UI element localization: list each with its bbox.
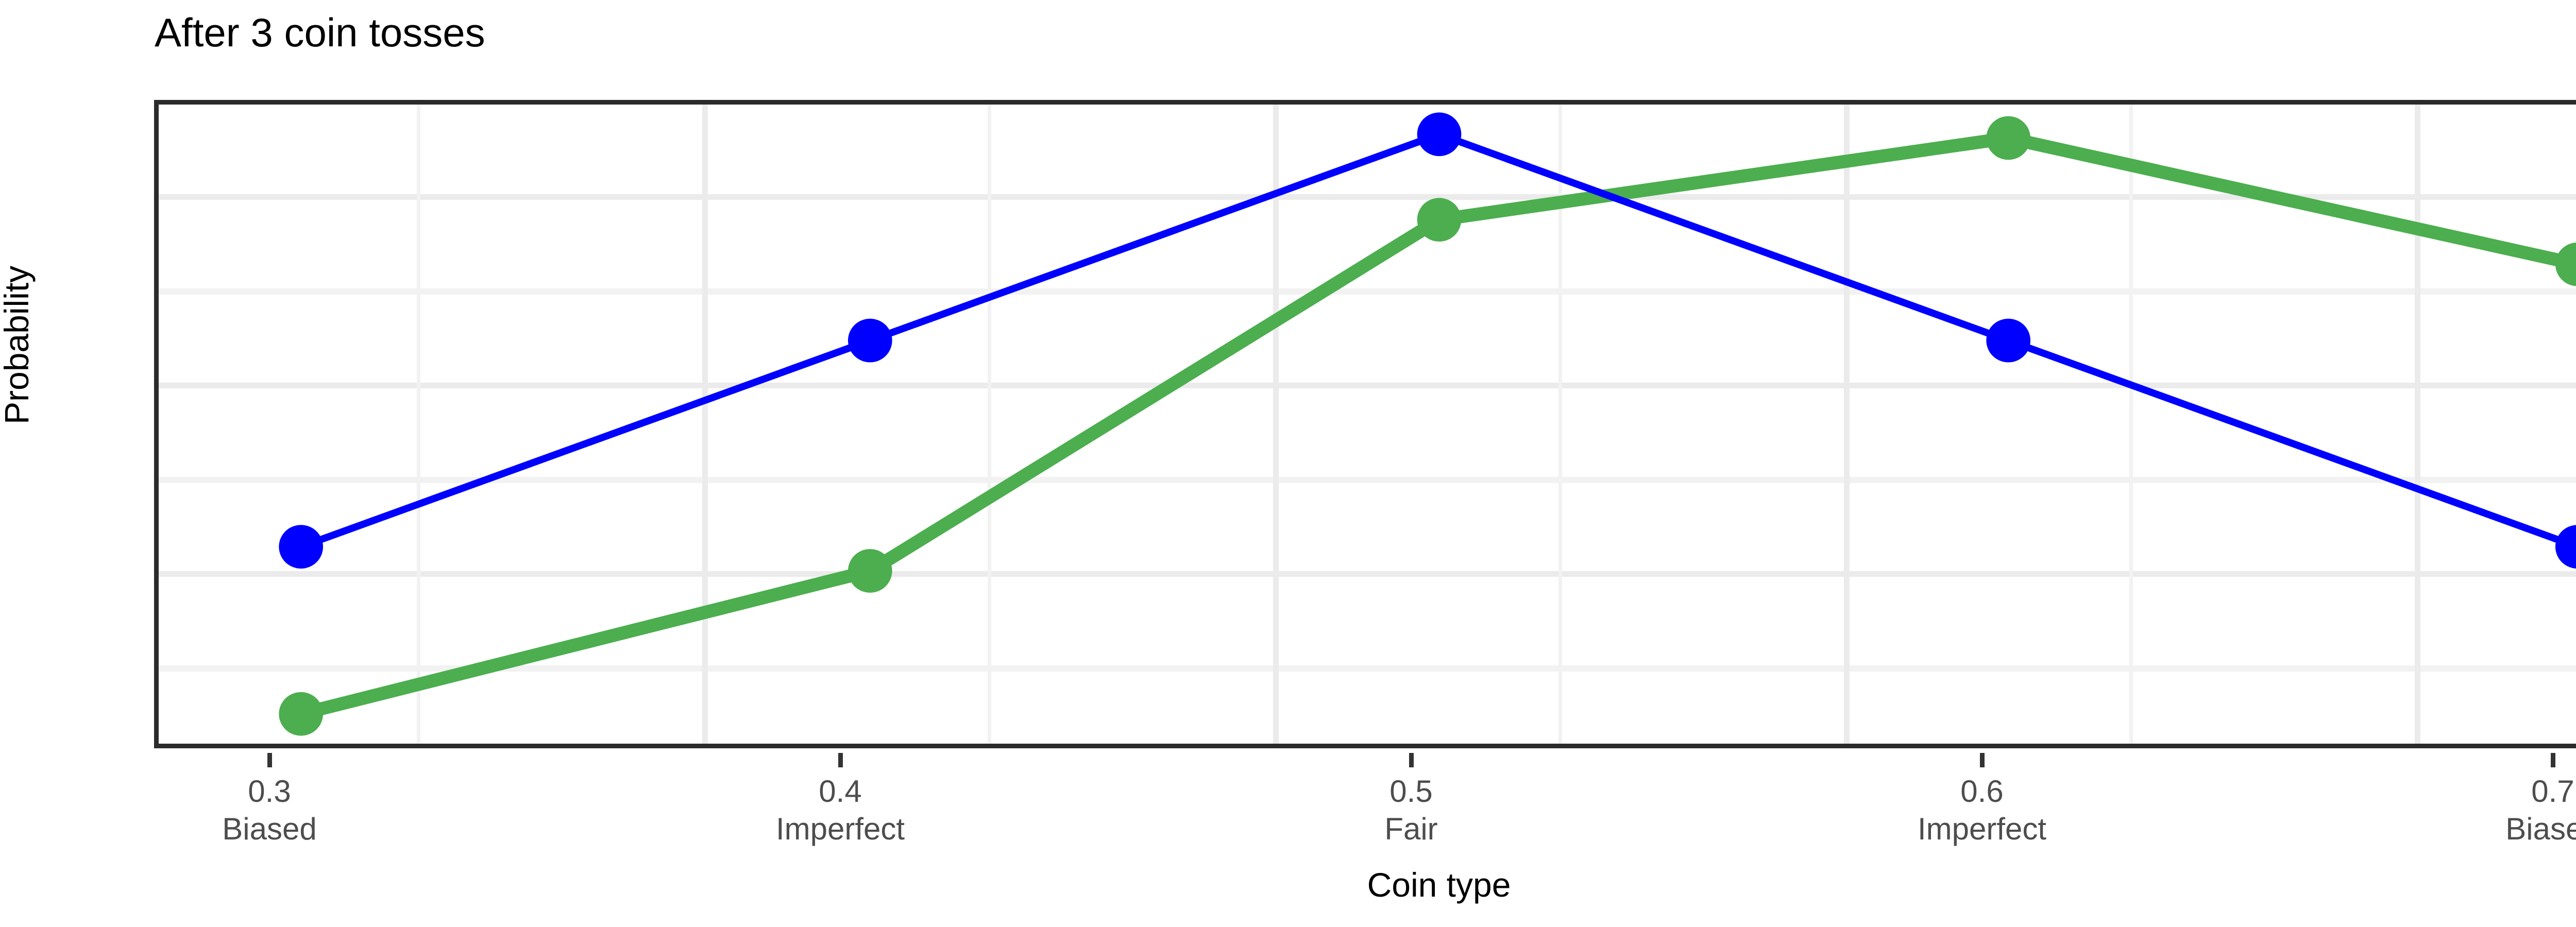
x-tick-value-1: 0.4 [819,774,862,809]
x-tick-label-1: 0.4 Imperfect [776,772,905,848]
x-tick-2 [1409,753,1414,767]
gridline-minor-h-025 [159,479,2576,483]
x-tick-value-3: 0.6 [1960,774,2004,809]
data-point-prior-1 [848,318,892,363]
data-point-prior-2 [1417,112,1462,157]
x-tick-name-0: Biased [222,812,317,847]
gridline-major-v-05 [1273,105,1279,744]
x-tick-3 [1980,753,1985,767]
series-layer [279,112,2576,736]
gridline-minor-h-025-a [159,291,2576,295]
data-point-posterior-3 [1986,116,2031,160]
x-tick-name-2: Fair [1384,812,1438,847]
gridline-minor-v-035 [417,105,420,744]
data-point-posterior-1 [848,549,892,593]
x-tick-4 [2551,753,2555,767]
gridline-major-v-04 [702,105,708,744]
gridline-minor-v-045 [988,105,991,744]
gridline-minor-h-025b [159,288,2576,292]
plot-area [159,105,2576,744]
x-tick-0 [267,753,272,767]
gridline-minor-h-005 [159,665,2576,669]
x-tick-label-3: 0.6 Imperfect [1918,772,2046,848]
data-point-prior-0 [279,525,324,569]
x-tick-value-0: 0.3 [248,774,291,809]
data-point-prior-3 [1986,318,2031,363]
gridline-major-h-03 [159,194,2576,200]
gridline-minor-v-065 [2129,105,2133,744]
gridline-major-h-02 [159,383,2576,388]
series-line-prior [297,130,2576,551]
gridline-major-v-07 [2415,105,2420,744]
x-tick-1 [838,753,843,767]
chart-title: After 3 coin tosses [155,10,485,55]
y-axis-title: Probability [0,265,36,424]
gridline-minor-h-015b [159,477,2576,480]
gridline-minor-v-055 [1558,105,1562,744]
x-tick-name-3: Imperfect [1917,812,2047,847]
plot-panel [154,100,2576,748]
x-tick-label-4: 0.7 Biased [2505,772,2576,848]
gridline-minor-h-015 [159,668,2576,672]
x-tick-label-2: 0.5 Fair [1384,772,1437,848]
data-point-posterior-4 [2555,242,2576,286]
x-axis-title: Coin type [1367,866,1511,904]
gridline-major-v-06 [1844,105,1850,744]
data-point-posterior-2 [1417,198,1462,242]
x-tick-value-4: 0.7 [2531,774,2574,809]
x-tick-value-2: 0.5 [1389,774,1433,809]
x-tick-label-0: 0.3 Biased [222,772,316,848]
gridline-major-h-01 [159,571,2576,577]
data-point-prior-4 [2555,525,2576,569]
x-tick-name-4: Biased [2505,812,2576,847]
x-tick-name-1: Imperfect [775,812,905,847]
data-point-posterior-0 [279,692,324,736]
